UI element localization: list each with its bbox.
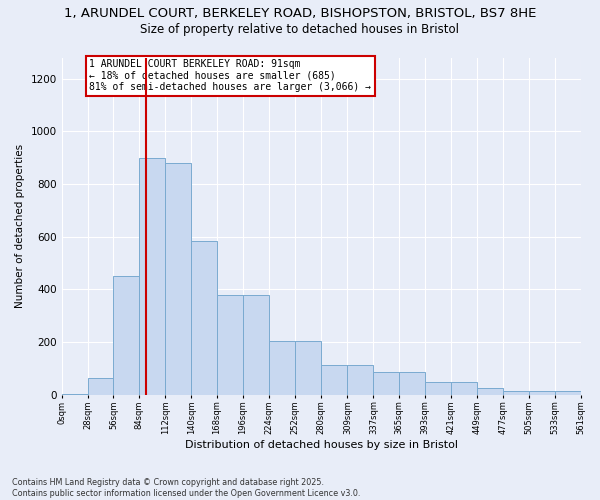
Text: 1 ARUNDEL COURT BERKELEY ROAD: 91sqm
← 18% of detached houses are smaller (685)
: 1 ARUNDEL COURT BERKELEY ROAD: 91sqm ← 1…: [89, 59, 371, 92]
Bar: [503, 391, 529, 395]
Text: Size of property relative to detached houses in Bristol: Size of property relative to detached ho…: [140, 22, 460, 36]
Text: Contains HM Land Registry data © Crown copyright and database right 2025.
Contai: Contains HM Land Registry data © Crown c…: [12, 478, 361, 498]
Text: 1, ARUNDEL COURT, BERKELEY ROAD, BISHOPSTON, BRISTOL, BS7 8HE: 1, ARUNDEL COURT, BERKELEY ROAD, BISHOPS…: [64, 8, 536, 20]
Bar: [165, 163, 191, 395]
Bar: [477, 388, 503, 395]
Bar: [529, 391, 554, 395]
Bar: [269, 341, 295, 395]
Bar: [451, 382, 477, 395]
Bar: [88, 378, 113, 395]
Bar: [425, 382, 451, 395]
Bar: [295, 341, 320, 395]
Bar: [139, 158, 165, 395]
Bar: [399, 372, 425, 395]
X-axis label: Distribution of detached houses by size in Bristol: Distribution of detached houses by size …: [185, 440, 458, 450]
Y-axis label: Number of detached properties: Number of detached properties: [15, 144, 25, 308]
Bar: [62, 394, 88, 395]
Bar: [320, 364, 347, 395]
Bar: [113, 276, 139, 395]
Bar: [554, 391, 581, 395]
Bar: [347, 364, 373, 395]
Bar: [243, 294, 269, 395]
Bar: [191, 240, 217, 395]
Bar: [373, 372, 399, 395]
Bar: [217, 294, 243, 395]
